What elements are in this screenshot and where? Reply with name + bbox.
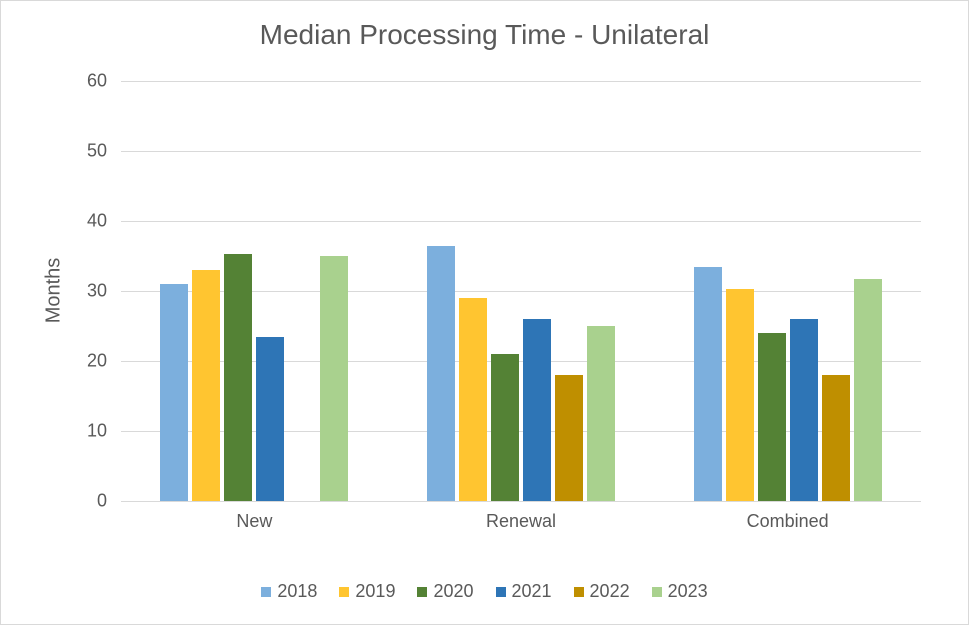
gridline: [121, 81, 921, 82]
bar: [523, 319, 551, 501]
y-axis-label: Months: [42, 258, 65, 324]
bar: [758, 333, 786, 501]
y-tick-label: 60: [87, 71, 107, 92]
legend-swatch: [339, 587, 349, 597]
bar: [555, 375, 583, 501]
legend-item: 2020: [417, 581, 473, 602]
bar: [224, 254, 252, 501]
gridline: [121, 221, 921, 222]
legend-label: 2022: [590, 581, 630, 602]
x-category-label: New: [236, 511, 272, 532]
legend-label: 2023: [668, 581, 708, 602]
plot-area: 0102030405060NewRenewalCombined: [121, 81, 921, 502]
legend-label: 2019: [355, 581, 395, 602]
legend-item: 2022: [574, 581, 630, 602]
bar: [491, 354, 519, 501]
y-tick-label: 10: [87, 421, 107, 442]
y-tick-label: 30: [87, 281, 107, 302]
legend-label: 2021: [512, 581, 552, 602]
legend-item: 2019: [339, 581, 395, 602]
legend-swatch: [496, 587, 506, 597]
bar: [854, 279, 882, 501]
legend-swatch: [652, 587, 662, 597]
bar: [160, 284, 188, 501]
legend-item: 2023: [652, 581, 708, 602]
gridline: [121, 151, 921, 152]
y-tick-label: 0: [97, 491, 107, 512]
x-category-label: Renewal: [486, 511, 556, 532]
y-tick-label: 20: [87, 351, 107, 372]
bar: [790, 319, 818, 501]
chart-title: Median Processing Time - Unilateral: [1, 19, 968, 51]
y-tick-label: 50: [87, 141, 107, 162]
bar: [192, 270, 220, 501]
legend-item: 2021: [496, 581, 552, 602]
legend-swatch: [261, 587, 271, 597]
legend-label: 2020: [433, 581, 473, 602]
legend: 2018 2019 2020 2021 2022 2023: [1, 581, 968, 602]
y-tick-label: 40: [87, 211, 107, 232]
bar: [459, 298, 487, 501]
bar: [822, 375, 850, 501]
x-category-label: Combined: [747, 511, 829, 532]
bar: [427, 246, 455, 502]
bar: [726, 289, 754, 501]
legend-item: 2018: [261, 581, 317, 602]
legend-label: 2018: [277, 581, 317, 602]
chart-container: Median Processing Time - Unilateral Mont…: [0, 0, 969, 625]
bar: [694, 267, 722, 502]
legend-swatch: [417, 587, 427, 597]
bar: [587, 326, 615, 501]
legend-swatch: [574, 587, 584, 597]
bar: [320, 256, 348, 501]
bar: [256, 337, 284, 502]
